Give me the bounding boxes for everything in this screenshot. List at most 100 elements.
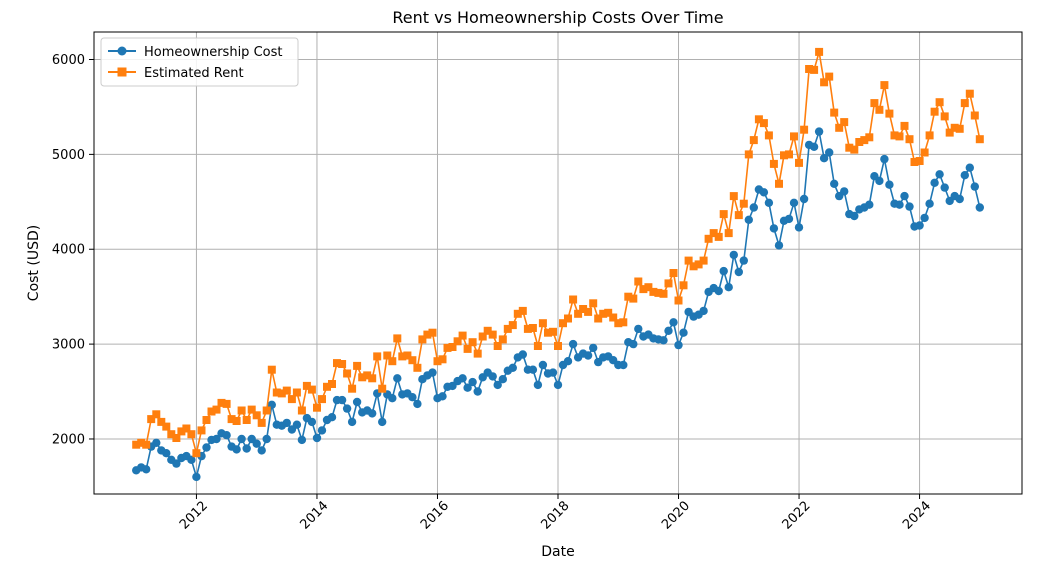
data-point: [483, 326, 492, 335]
y-tick-label: 4000: [52, 243, 85, 258]
data-point: [282, 418, 291, 428]
data-point: [644, 283, 653, 292]
data-point: [167, 430, 176, 439]
data-point: [192, 472, 201, 482]
data-point: [890, 131, 899, 140]
data-point: [538, 360, 548, 370]
data-point: [242, 444, 251, 453]
data-point: [433, 357, 442, 366]
data-point: [373, 352, 382, 361]
y-tick-label: 6000: [52, 53, 85, 68]
data-point: [719, 210, 728, 219]
data-point: [764, 198, 774, 207]
data-point: [463, 344, 472, 353]
data-point: [202, 416, 211, 424]
data-point: [714, 232, 723, 241]
data-point: [257, 446, 266, 455]
x-tick-label: 2024: [900, 499, 934, 533]
data-point: [790, 132, 798, 141]
data-point: [564, 314, 572, 323]
data-point: [217, 398, 226, 407]
data-point: [809, 142, 819, 151]
legend-box: [100, 37, 299, 87]
data-point: [910, 158, 919, 166]
data-point: [152, 438, 161, 447]
data-point: [212, 405, 221, 414]
data-point: [684, 256, 693, 265]
legend-label-homeownership: Homeownership Cost: [144, 45, 282, 60]
data-point: [759, 119, 768, 128]
data-point: [458, 374, 467, 383]
data-point: [338, 360, 347, 368]
data-point: [935, 170, 944, 179]
data-point: [458, 331, 467, 340]
data-point: [925, 199, 934, 208]
data-point: [132, 440, 141, 449]
data-point: [895, 200, 904, 209]
data-point: [664, 279, 673, 288]
data-point: [624, 292, 633, 301]
data-point: [222, 399, 231, 408]
data-point: [594, 314, 603, 323]
data-point: [679, 328, 688, 337]
data-point: [870, 99, 879, 108]
data-point: [664, 326, 673, 335]
data-point: [544, 328, 552, 337]
data-point: [297, 406, 306, 415]
data-point: [488, 372, 497, 381]
data-point: [789, 198, 799, 207]
data-point: [724, 229, 733, 238]
data-point: [739, 199, 748, 208]
data-point: [267, 365, 276, 374]
data-point: [805, 65, 814, 73]
data-point: [533, 380, 543, 390]
data-point: [930, 107, 939, 116]
data-point: [784, 214, 794, 224]
data-point: [649, 287, 658, 296]
data-point: [679, 281, 688, 290]
data-point: [850, 145, 859, 154]
data-point: [443, 343, 452, 352]
data-point: [810, 65, 819, 74]
data-point: [549, 327, 557, 336]
data-point: [232, 417, 241, 425]
data-point: [729, 192, 738, 201]
data-point: [358, 373, 367, 382]
data-point: [865, 200, 874, 209]
data-point: [473, 349, 482, 358]
data-point: [227, 415, 236, 424]
data-point: [920, 213, 929, 223]
data-point: [629, 339, 638, 349]
data-point: [589, 299, 598, 308]
data-point: [729, 250, 738, 260]
data-point: [699, 306, 708, 316]
data-point: [182, 424, 191, 433]
data-point: [794, 223, 804, 232]
data-point: [975, 135, 984, 144]
data-point: [654, 288, 663, 297]
data-point: [975, 203, 984, 212]
data-point: [428, 328, 437, 337]
data-point: [749, 203, 758, 212]
data-point: [860, 136, 869, 145]
data-point: [152, 410, 161, 419]
data-point: [323, 382, 331, 391]
data-point: [333, 359, 341, 368]
data-point: [629, 294, 638, 303]
data-point: [639, 285, 648, 294]
data-point: [423, 330, 432, 339]
data-point: [739, 256, 748, 265]
data-point: [749, 136, 758, 145]
data-point: [528, 324, 537, 332]
data-point: [292, 420, 302, 429]
data-point: [554, 342, 562, 350]
data-point: [318, 395, 326, 404]
data-point: [569, 295, 578, 304]
data-point: [378, 384, 387, 393]
data-point: [287, 395, 296, 404]
data-point: [945, 128, 954, 137]
data-point: [920, 148, 929, 157]
data-point: [473, 387, 482, 396]
data-point: [493, 342, 502, 350]
